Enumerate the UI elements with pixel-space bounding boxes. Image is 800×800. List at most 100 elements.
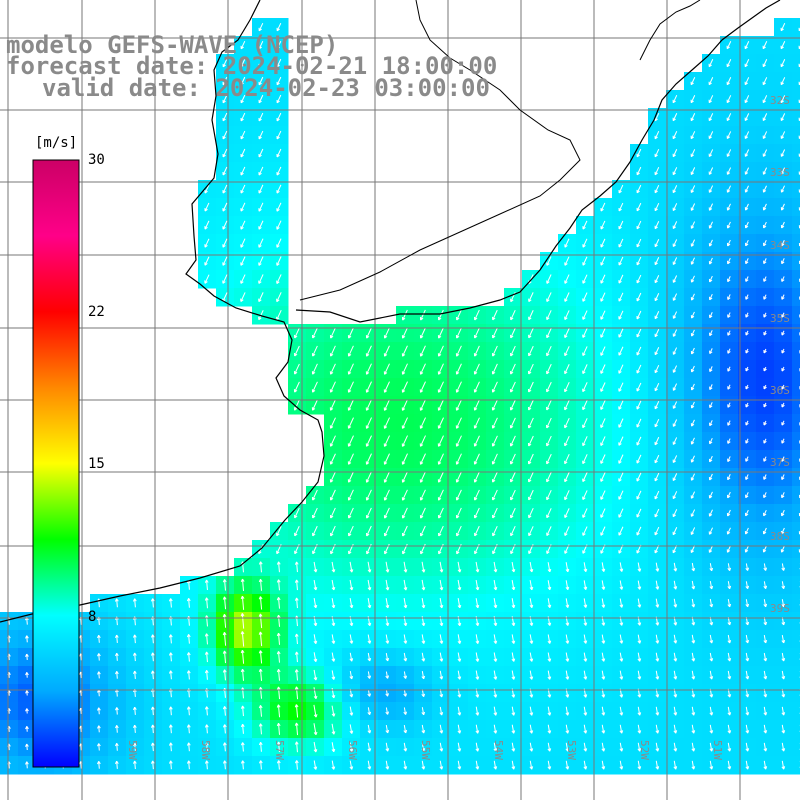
wind-arrow: [763, 563, 768, 571]
wind-arrow: [780, 545, 785, 553]
wind-arrow: [385, 561, 390, 573]
wind-arrow: [437, 399, 444, 411]
wind-arrow: [204, 256, 210, 266]
wind-arrow: [329, 399, 336, 411]
wind-arrow: [529, 760, 534, 770]
wind-arrow: [294, 651, 299, 663]
wind-arrow: [473, 399, 480, 411]
wind-arrow: [456, 525, 462, 537]
wind-arrow: [618, 454, 624, 464]
wind-arrow: [654, 130, 660, 140]
wind-arrow: [546, 292, 552, 302]
wind-arrow: [421, 760, 426, 770]
wind-arrow: [473, 489, 480, 501]
wind-arrow: [600, 526, 606, 536]
wind-arrow: [311, 345, 318, 357]
wind-cell: [792, 360, 800, 379]
lat-label: 34S: [770, 239, 790, 252]
wind-arrow: [222, 596, 227, 610]
wind-arrow: [709, 581, 714, 590]
wind-arrow: [492, 309, 498, 321]
wind-arrow: [582, 400, 588, 411]
wind-arrow: [222, 94, 228, 104]
wind-arrow: [421, 579, 426, 591]
wind-arrow: [258, 112, 264, 122]
wind-arrow: [726, 491, 731, 499]
wind-arrow: [636, 274, 642, 284]
wind-arrow: [401, 399, 408, 411]
wind-arrow: [258, 166, 264, 176]
wind-arrow: [655, 760, 660, 770]
wind-arrow: [313, 579, 318, 591]
wind-arrow: [204, 669, 209, 680]
wind-arrow: [780, 131, 786, 139]
wind-arrow: [745, 706, 750, 716]
lon-label: 57W: [273, 740, 286, 760]
wind-arrow: [744, 185, 749, 193]
wind-arrow: [186, 760, 191, 770]
wind-arrow: [511, 670, 516, 680]
colorbar-tick-22: 22: [88, 304, 105, 320]
wind-arrow: [528, 292, 534, 303]
wind-arrow: [583, 706, 588, 716]
wind-arrow: [457, 598, 462, 609]
wind-arrow: [672, 275, 678, 283]
wind-arrow: [547, 652, 552, 662]
wind-arrow: [491, 417, 498, 429]
wind-arrow: [168, 760, 173, 770]
wind-arrow: [781, 312, 785, 318]
wind-arrow: [511, 634, 516, 644]
wind-arrow: [600, 436, 606, 446]
wind-arrow: [419, 525, 426, 537]
wind-arrow: [762, 527, 767, 535]
wind-arrow: [493, 724, 498, 734]
wind-arrow: [528, 363, 534, 375]
wind-arrow: [240, 631, 245, 647]
wind-arrow: [744, 59, 750, 68]
wind-arrow: [186, 742, 191, 752]
lat-label: 37S: [770, 456, 790, 469]
wind-arrow: [529, 580, 534, 591]
wind-arrow: [419, 435, 426, 447]
wind-arrow: [708, 275, 713, 283]
wind-arrow: [672, 185, 678, 194]
wind-arrow: [618, 184, 624, 194]
wind-arrow: [745, 330, 749, 336]
wind-arrow: [258, 76, 264, 86]
wind-arrow: [240, 668, 245, 681]
wind-arrow: [311, 327, 318, 339]
wind-arrow: [329, 345, 336, 357]
wind-arrow: [691, 760, 696, 770]
wind-arrow: [565, 742, 570, 752]
wind-arrow: [473, 453, 480, 465]
wind-arrow: [240, 40, 246, 50]
wind-arrow: [781, 366, 785, 372]
wind-arrow: [493, 580, 498, 591]
wind-arrow: [186, 652, 191, 662]
wind-arrow: [240, 112, 246, 122]
wind-arrow: [655, 724, 660, 734]
wind-arrow: [439, 652, 444, 662]
wind-arrow: [509, 399, 516, 411]
wind-arrow: [115, 707, 119, 715]
wind-arrow: [708, 473, 713, 481]
wind-arrow: [473, 327, 480, 339]
wind-arrow: [565, 760, 570, 770]
wind-arrow: [437, 453, 444, 465]
wind-arrow: [240, 238, 246, 248]
wind-arrow: [25, 726, 29, 732]
wind-arrow: [726, 59, 732, 68]
wind-arrow: [655, 652, 660, 662]
wind-arrow: [780, 527, 785, 535]
wind-arrow: [383, 489, 390, 501]
wind-arrow: [745, 724, 750, 734]
wind-arrow: [168, 652, 173, 662]
wind-arrow: [709, 760, 714, 770]
wind-arrow: [258, 256, 264, 266]
wind-arrow: [654, 454, 660, 464]
wind-arrow: [527, 435, 534, 447]
wind-arrow: [690, 131, 696, 140]
wind-arrow: [294, 741, 299, 753]
wind-arrow: [168, 724, 173, 734]
